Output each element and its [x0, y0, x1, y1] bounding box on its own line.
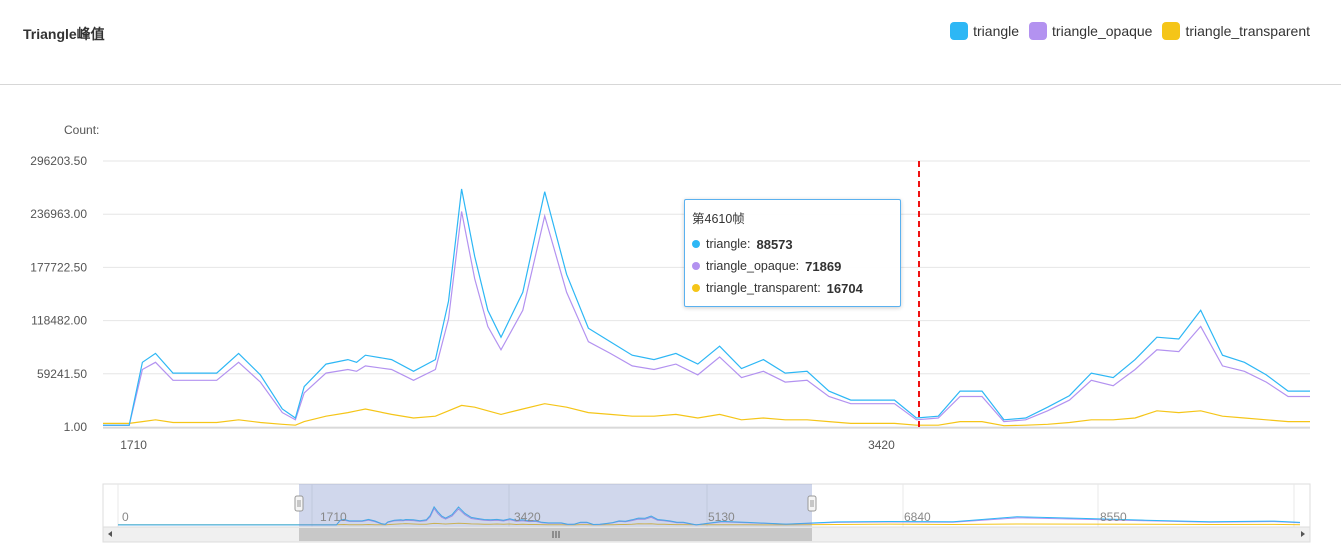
zoom-tick-label: 0: [122, 510, 129, 524]
legend-item-triangle-transparent[interactable]: triangle_transparent: [1162, 22, 1310, 40]
tooltip-row: triangle: 88573: [692, 233, 893, 255]
legend: triangle triangle_opaque triangle_transp…: [950, 22, 1310, 40]
legend-label: triangle_transparent: [1185, 23, 1310, 39]
series-line-triangle: [103, 188, 1310, 426]
tooltip-row: triangle_opaque: 71869: [692, 255, 893, 277]
y-tick-label: 118482.00: [31, 314, 87, 328]
legend-swatch: [1029, 22, 1048, 40]
series-line-triangle-transparent: [103, 403, 1310, 427]
zoom-selected-window[interactable]: [299, 484, 812, 527]
zoom-handle[interactable]: [294, 495, 304, 512]
zoom-series-line-triangle: [118, 505, 1301, 526]
zoom-tick-label: 1710: [320, 510, 347, 524]
legend-item-triangle-opaque[interactable]: triangle_opaque: [1029, 22, 1152, 40]
tooltip: 第4610帧 triangle: 88573 triangle_opaque: …: [684, 199, 901, 307]
legend-label: triangle_opaque: [1052, 23, 1153, 39]
tooltip-value: 71869: [805, 258, 842, 274]
tooltip-series-name: triangle_opaque: [706, 259, 796, 273]
tooltip-dot: [692, 262, 700, 270]
x-tick-label: 3420: [868, 438, 895, 452]
tooltip-value: 88573: [756, 236, 793, 252]
legend-swatch: [950, 22, 969, 40]
series-line-triangle-opaque: [103, 211, 1310, 426]
zoom-handle[interactable]: [807, 495, 817, 512]
legend-label: triangle: [973, 23, 1020, 39]
chart-title: Triangle峰值: [23, 26, 105, 42]
tooltip-dot: [692, 240, 700, 248]
y-axis-label: Count:: [64, 123, 100, 137]
y-tick-label: 1.00: [64, 420, 88, 434]
tooltip-value: 16704: [826, 280, 863, 296]
tooltip-series-name: triangle: [706, 237, 747, 251]
scroll-right-arrow-icon[interactable]: [1301, 531, 1305, 537]
x-tick-label: 1710: [120, 438, 147, 452]
scroll-left-arrow-icon[interactable]: [108, 531, 112, 537]
y-tick-label: 59241.50: [37, 367, 87, 381]
y-tick-label: 236963.00: [30, 207, 87, 221]
tooltip-series-name: triangle_transparent: [706, 281, 818, 295]
zoom-tick-label: 5130: [708, 510, 735, 524]
zoom-tick-label: 8550: [1100, 510, 1127, 524]
zoom-series-line-triangle-transparent: [118, 522, 1301, 526]
legend-swatch: [1162, 22, 1181, 40]
zoom-tick-label: 3420: [514, 510, 541, 524]
header-divider: [0, 84, 1341, 85]
tooltip-dot: [692, 284, 700, 292]
y-tick-label: 177722.50: [30, 260, 87, 274]
tooltip-title: 第4610帧: [692, 212, 745, 226]
tooltip-row: triangle_transparent: 16704: [692, 277, 893, 299]
y-tick-label: 296203.50: [30, 154, 87, 168]
zoom-tick-label: 6840: [904, 510, 931, 524]
legend-item-triangle[interactable]: triangle: [950, 22, 1019, 40]
